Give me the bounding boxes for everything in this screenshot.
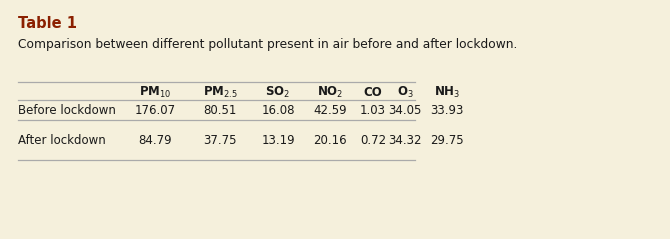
Text: 84.79: 84.79 xyxy=(138,134,172,147)
Text: Before lockdown: Before lockdown xyxy=(18,103,116,116)
Text: NH$_{3}$: NH$_{3}$ xyxy=(434,84,460,100)
Text: PM$_{10}$: PM$_{10}$ xyxy=(139,84,171,100)
Text: NO$_{2}$: NO$_{2}$ xyxy=(317,84,343,100)
Text: 13.19: 13.19 xyxy=(261,134,295,147)
Text: 1.03: 1.03 xyxy=(360,103,386,116)
Text: 33.93: 33.93 xyxy=(430,103,464,116)
Text: 34.05: 34.05 xyxy=(389,103,421,116)
Text: 176.07: 176.07 xyxy=(135,103,176,116)
Text: Comparison between different pollutant present in air before and after lockdown.: Comparison between different pollutant p… xyxy=(18,38,517,51)
Text: O$_{3}$: O$_{3}$ xyxy=(397,84,413,100)
Text: After lockdown: After lockdown xyxy=(18,134,106,147)
Text: PM$_{2.5}$: PM$_{2.5}$ xyxy=(202,84,237,100)
Text: SO$_{2}$: SO$_{2}$ xyxy=(265,84,291,100)
Text: CO: CO xyxy=(364,86,383,98)
Text: 42.59: 42.59 xyxy=(313,103,347,116)
Text: 16.08: 16.08 xyxy=(261,103,295,116)
Text: 0.72: 0.72 xyxy=(360,134,386,147)
Text: 20.16: 20.16 xyxy=(313,134,347,147)
Text: 37.75: 37.75 xyxy=(203,134,237,147)
Text: 29.75: 29.75 xyxy=(430,134,464,147)
Text: 80.51: 80.51 xyxy=(203,103,237,116)
Text: Table 1: Table 1 xyxy=(18,16,77,31)
Text: 34.32: 34.32 xyxy=(388,134,421,147)
